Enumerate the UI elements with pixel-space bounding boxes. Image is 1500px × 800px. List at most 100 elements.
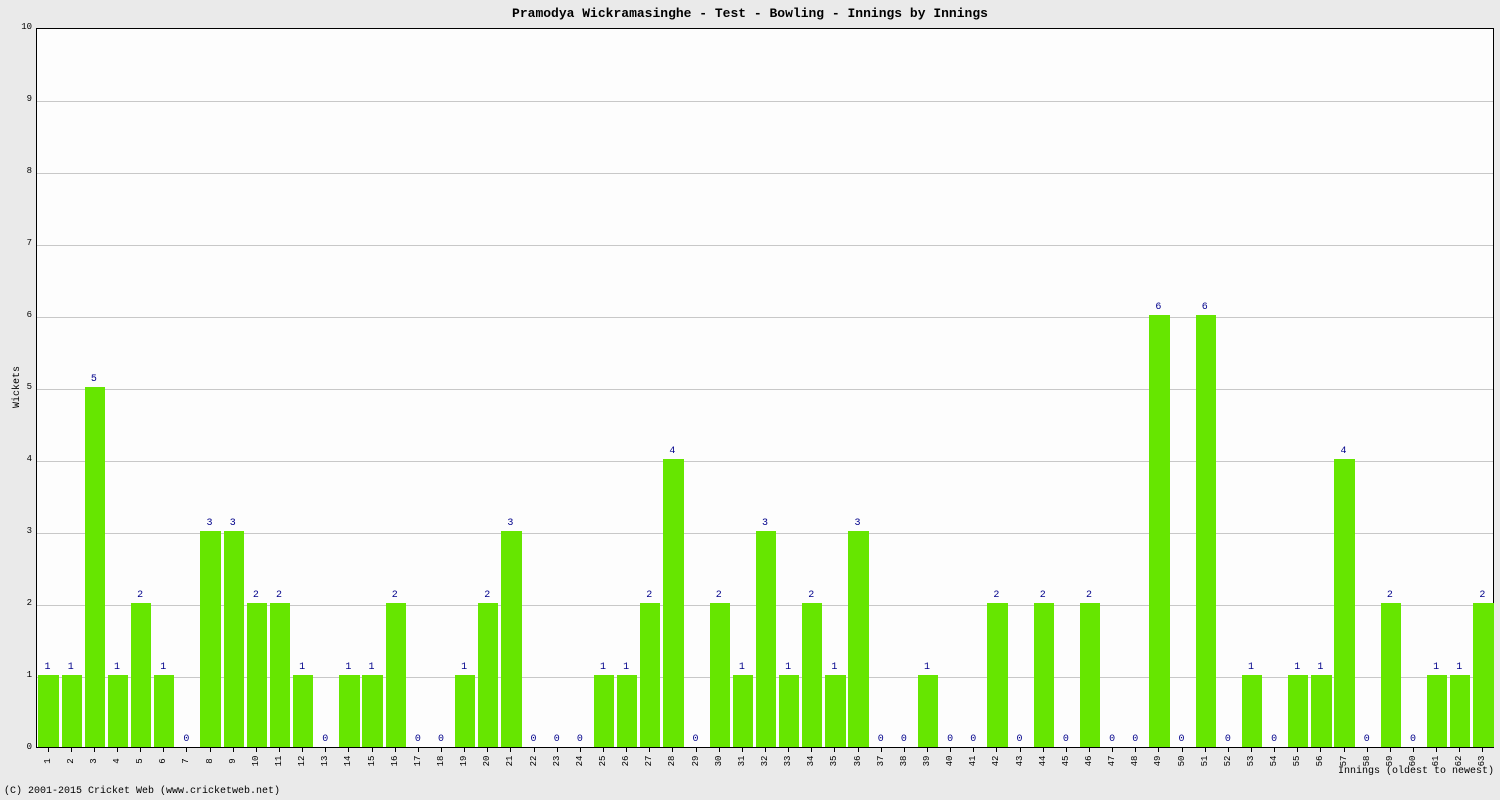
x-tick-mark <box>649 748 650 752</box>
bar <box>224 531 244 747</box>
bar <box>918 675 938 747</box>
y-tick: 6 <box>8 310 32 320</box>
bar <box>1080 603 1100 747</box>
bar <box>1196 315 1216 747</box>
bar-value-label: 3 <box>223 518 243 529</box>
x-tick-mark <box>140 748 141 752</box>
x-tick-mark <box>48 748 49 752</box>
x-tick-mark <box>1228 748 1229 752</box>
x-tick: 30 <box>714 752 724 770</box>
bar-value-label: 1 <box>61 662 81 673</box>
x-tick-mark <box>395 748 396 752</box>
x-tick: 54 <box>1269 752 1279 770</box>
gridline <box>37 173 1493 174</box>
x-tick: 25 <box>598 752 608 770</box>
x-tick-mark <box>487 748 488 752</box>
bar <box>1427 675 1447 747</box>
bar <box>85 387 105 747</box>
bar-value-label: 3 <box>500 518 520 529</box>
bar <box>663 459 683 747</box>
x-tick-mark <box>510 748 511 752</box>
x-tick: 58 <box>1362 752 1372 770</box>
bar <box>1288 675 1308 747</box>
plot-area <box>36 28 1494 748</box>
bar-value-label: 0 <box>1357 734 1377 745</box>
x-tick-mark <box>580 748 581 752</box>
bar-value-label: 0 <box>963 734 983 745</box>
x-tick: 48 <box>1130 752 1140 770</box>
x-tick: 6 <box>158 752 168 770</box>
x-tick-mark <box>834 748 835 752</box>
x-tick-mark <box>1297 748 1298 752</box>
gridline <box>37 317 1493 318</box>
bar-value-label: 2 <box>385 590 405 601</box>
bar-value-label: 2 <box>477 590 497 601</box>
x-tick: 20 <box>482 752 492 770</box>
bar-value-label: 2 <box>246 590 266 601</box>
bar-value-label: 1 <box>454 662 474 673</box>
x-tick: 50 <box>1177 752 1187 770</box>
bar-value-label: 2 <box>1380 590 1400 601</box>
bar-value-label: 0 <box>940 734 960 745</box>
x-tick-mark <box>904 748 905 752</box>
x-tick-mark <box>186 748 187 752</box>
bar-value-label: 1 <box>292 662 312 673</box>
bar-value-label: 0 <box>894 734 914 745</box>
bar <box>617 675 637 747</box>
x-tick-mark <box>117 748 118 752</box>
y-tick: 1 <box>8 670 32 680</box>
bar-value-label: 0 <box>1056 734 1076 745</box>
gridline <box>37 389 1493 390</box>
bar-value-label: 0 <box>1264 734 1284 745</box>
x-tick: 10 <box>251 752 261 770</box>
x-tick: 56 <box>1315 752 1325 770</box>
x-tick-mark <box>1413 748 1414 752</box>
x-tick-mark <box>626 748 627 752</box>
x-tick-mark <box>1112 748 1113 752</box>
x-tick-mark <box>1158 748 1159 752</box>
x-tick: 23 <box>552 752 562 770</box>
bar <box>154 675 174 747</box>
x-tick: 2 <box>66 752 76 770</box>
x-tick: 38 <box>899 752 909 770</box>
y-tick: 3 <box>8 526 32 536</box>
bar <box>131 603 151 747</box>
x-tick-mark <box>672 748 673 752</box>
bar <box>733 675 753 747</box>
bar-value-label: 2 <box>801 590 821 601</box>
bar-value-label: 0 <box>1010 734 1030 745</box>
bar-value-label: 3 <box>848 518 868 529</box>
y-tick: 5 <box>8 382 32 392</box>
bar-value-label: 0 <box>1218 734 1238 745</box>
x-tick-mark <box>534 748 535 752</box>
bar <box>848 531 868 747</box>
x-tick-mark <box>1251 748 1252 752</box>
x-tick-mark <box>1066 748 1067 752</box>
x-tick: 35 <box>829 752 839 770</box>
bar <box>987 603 1007 747</box>
x-tick: 14 <box>343 752 353 770</box>
x-tick: 43 <box>1015 752 1025 770</box>
x-tick: 44 <box>1038 752 1048 770</box>
x-tick: 9 <box>228 752 238 770</box>
x-tick-mark <box>1182 748 1183 752</box>
bar-value-label: 0 <box>524 734 544 745</box>
x-tick-mark <box>788 748 789 752</box>
bar-value-label: 2 <box>986 590 1006 601</box>
bar <box>825 675 845 747</box>
bar-value-label: 1 <box>38 662 58 673</box>
x-tick: 62 <box>1454 752 1464 770</box>
x-tick: 3 <box>89 752 99 770</box>
x-tick-mark <box>557 748 558 752</box>
x-tick: 18 <box>436 752 446 770</box>
x-tick: 21 <box>505 752 515 770</box>
x-tick: 49 <box>1153 752 1163 770</box>
x-tick-mark <box>1344 748 1345 752</box>
bar <box>62 675 82 747</box>
x-tick-mark <box>464 748 465 752</box>
x-tick: 51 <box>1200 752 1210 770</box>
x-tick-mark <box>94 748 95 752</box>
bar-value-label: 0 <box>547 734 567 745</box>
y-tick: 4 <box>8 454 32 464</box>
x-tick: 42 <box>991 752 1001 770</box>
